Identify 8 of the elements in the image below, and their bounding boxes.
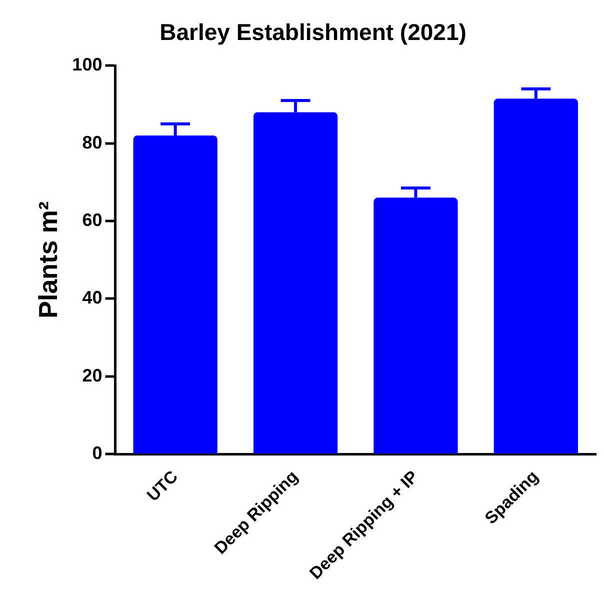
y-tick-label: 80: [82, 132, 102, 152]
y-tick-label: 0: [92, 443, 102, 464]
y-tick-label: 100: [72, 54, 102, 75]
chart-title: Barley Establishment (2021): [160, 19, 466, 46]
y-axis-title: Plants m²: [32, 200, 63, 318]
y-tick-label: 40: [82, 288, 102, 308]
y-tick-label: 60: [82, 210, 102, 230]
y-tick-label: 20: [82, 365, 102, 386]
